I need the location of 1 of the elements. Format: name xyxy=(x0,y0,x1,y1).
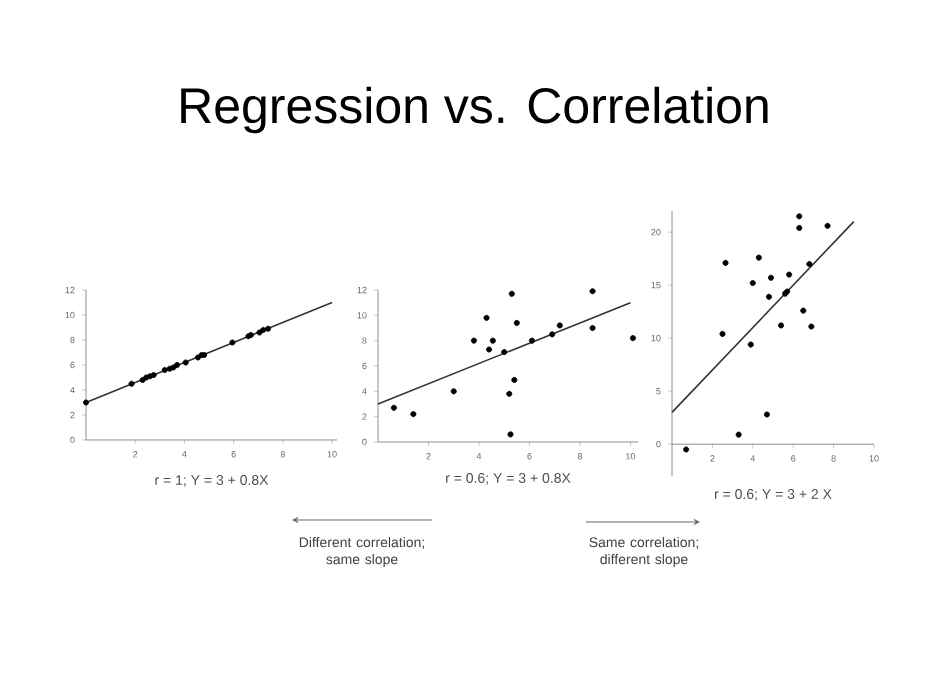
text: Regression vs. Correlation xyxy=(181,86,768,134)
